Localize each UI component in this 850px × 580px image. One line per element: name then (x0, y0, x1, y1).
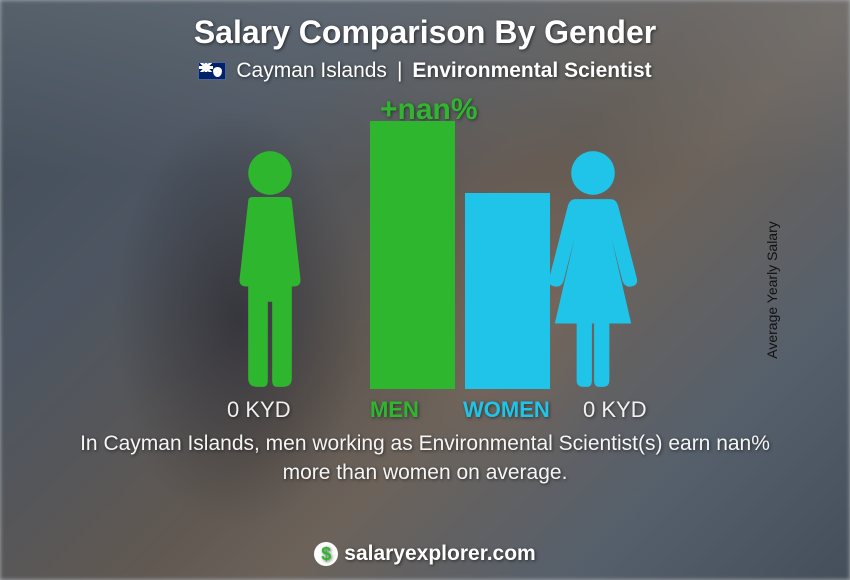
women-value: 0 KYD (583, 397, 647, 423)
logo-icon: $ (314, 542, 338, 566)
men-value: 0 KYD (227, 397, 291, 423)
content-container: Salary Comparison By Gender Cayman Islan… (0, 0, 850, 580)
description-text: In Cayman Islands, men working as Enviro… (65, 429, 785, 488)
site-name: salaryexplorer.com (344, 542, 535, 566)
labels-row: 0 KYD MEN WOMEN 0 KYD (75, 393, 775, 423)
page-title: Salary Comparison By Gender (194, 14, 656, 51)
subtitle-row: Cayman Islands | Environmental Scientist (198, 59, 651, 83)
separator: | (397, 59, 402, 83)
footer: $ salaryexplorer.com (0, 542, 850, 566)
y-axis-label: Average Yearly Salary (763, 221, 779, 359)
man-icon (215, 149, 325, 389)
job-title: Environmental Scientist (412, 59, 651, 83)
country-name: Cayman Islands (236, 59, 387, 83)
men-label: MEN (370, 397, 419, 423)
women-label: WOMEN (463, 397, 550, 423)
chart-area: +nan% 0 KYD MEN WOMEN 0 KYD (75, 93, 775, 423)
woman-icon (533, 149, 653, 389)
bar-men (370, 121, 455, 389)
flag-icon (198, 62, 226, 80)
